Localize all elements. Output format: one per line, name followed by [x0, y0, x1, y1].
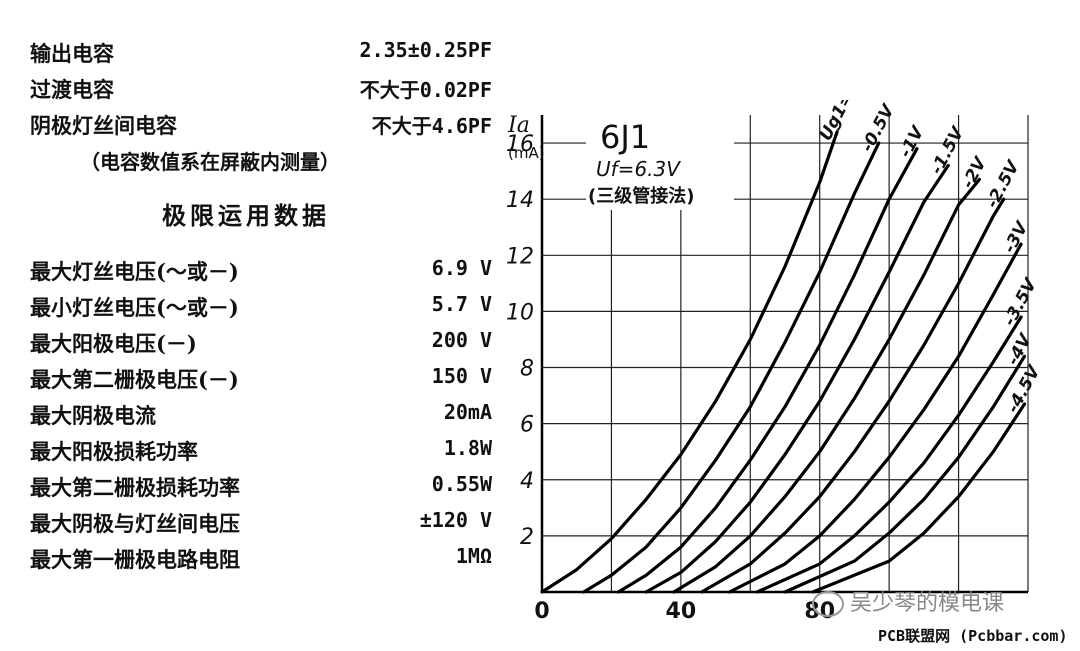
- y-tick-label: 10: [506, 300, 534, 325]
- y-tick-label: 12: [506, 244, 534, 269]
- spec-label: 最大第二栅极电压(－): [30, 367, 239, 392]
- spec-row: 过渡电容 不大于0.02PF: [30, 74, 492, 104]
- y-tick-label: 14: [506, 188, 534, 213]
- series-line: [582, 141, 881, 594]
- x-tick-label: 40: [666, 599, 697, 624]
- y-tick-label: 4: [520, 469, 534, 494]
- series-label: -1V: [896, 122, 930, 161]
- spec-value: 5.7 V: [431, 292, 492, 316]
- series-label: -0.5V: [857, 100, 899, 155]
- spec-label: 输出电容: [30, 41, 114, 66]
- chart-title: 6J1: [600, 118, 650, 156]
- spec-label: 最大阳极损耗功率: [30, 439, 198, 464]
- spec-label: 过渡电容: [30, 77, 114, 102]
- title-backdrop: [586, 114, 734, 210]
- y-tick-label: 6: [520, 413, 534, 438]
- spec-row: 最大第一栅极电路电阻 1MΩ: [30, 544, 492, 574]
- series-line: [644, 163, 950, 594]
- spec-value: 6.9 V: [431, 256, 492, 280]
- spec-value: 200 V: [431, 328, 492, 352]
- spec-value: 0.55W: [431, 472, 492, 496]
- y-axis-label: Ia: [507, 113, 530, 138]
- spec-value: 2.35±0.25PF: [359, 38, 492, 62]
- series-line: [672, 177, 981, 594]
- measurement-note: （电容数值系在屏蔽内测量）: [80, 150, 340, 174]
- chart-subtitle: Uf=6.3V: [596, 157, 681, 181]
- spec-value: 1MΩ: [455, 544, 492, 568]
- spec-value: 20mA: [443, 400, 492, 424]
- spec-row: 阴极灯丝间电容 不大于4.6PF: [30, 110, 492, 140]
- wechat-icon: [812, 591, 844, 617]
- spec-label: 最大第二栅极损耗功率: [30, 475, 240, 500]
- spec-row: 最大阳极损耗功率 1.8W: [30, 436, 492, 466]
- series-label: -3.5V: [1000, 274, 1042, 329]
- spec-value: ±120 V: [419, 508, 492, 532]
- spec-label: 最大阴极电流: [30, 403, 156, 428]
- series-line: [540, 130, 839, 594]
- y-tick-label: 16: [506, 132, 534, 157]
- series-label: -2V: [958, 153, 992, 192]
- spec-value: 1.8W: [443, 436, 492, 460]
- series-line: [727, 242, 1023, 594]
- spec-label: 最大阴极与灯丝间电压: [30, 511, 240, 536]
- spec-label: 最小灯丝电压(～或－): [30, 295, 239, 320]
- y-tick-label: 8: [520, 357, 534, 382]
- spec-value: 不大于4.6PF: [371, 114, 492, 138]
- y-tick-label: 2: [520, 525, 534, 550]
- series-line: [700, 197, 1006, 594]
- series-label: -1.5V: [927, 122, 969, 177]
- spec-row: 最大灯丝电压(～或－) 6.9 V: [30, 256, 492, 286]
- limits-heading: 极限运用数据: [162, 201, 330, 230]
- spec-table: 输出电容 2.35±0.25PF 过渡电容 不大于0.02PF 阴极灯丝间电容 不大于4.…: [0, 0, 510, 651]
- spec-value: 150 V: [431, 364, 492, 388]
- spec-label: 最大灯丝电压(～或－): [30, 259, 239, 284]
- chart-subtitle-2: (三级管接法): [588, 185, 694, 207]
- tube-characteristic-chart: 2 4 6 8 10 12 14 16 0 40 80 Ia (mA) 6J1 Uf=6.3V (三级管接法)…: [500, 100, 1080, 630]
- spec-row: 最小灯丝电压(～或－) 5.7 V: [30, 292, 492, 322]
- spec-row: 最大第二栅极损耗功率 0.55W: [30, 472, 492, 502]
- spec-row: 最大阳极电压(－) 200 V: [30, 328, 492, 358]
- series-line: [783, 354, 1027, 594]
- spec-row: 最大第二栅极电压(－) 150 V: [30, 364, 492, 394]
- series-line: [755, 315, 1023, 594]
- spec-row: 最大阴极电流 20mA: [30, 400, 492, 430]
- spec-row: 输出电容 2.35±0.25PF: [30, 38, 492, 68]
- spec-label: 最大阳极电压(－): [30, 331, 197, 356]
- watermark-text: 吴少琴的模电课: [850, 591, 1005, 616]
- source-credit: PCB联盟网 (Pcbbar.com): [878, 627, 1068, 645]
- spec-row: 最大阴极与灯丝间电压 ±120 V: [30, 508, 492, 538]
- series-line: [811, 402, 1027, 594]
- spec-value: 不大于0.02PF: [359, 78, 492, 102]
- x-tick-label: 0: [534, 599, 549, 624]
- watermark: 吴少琴的模电课: [812, 585, 1004, 617]
- spec-label: 最大第一栅极电路电阻: [30, 547, 240, 572]
- y-axis-unit: (mA): [508, 144, 545, 162]
- spec-label: 阴极灯丝间电容: [30, 113, 177, 138]
- series-line: [616, 147, 919, 594]
- series-label: -4.5V: [1003, 361, 1045, 416]
